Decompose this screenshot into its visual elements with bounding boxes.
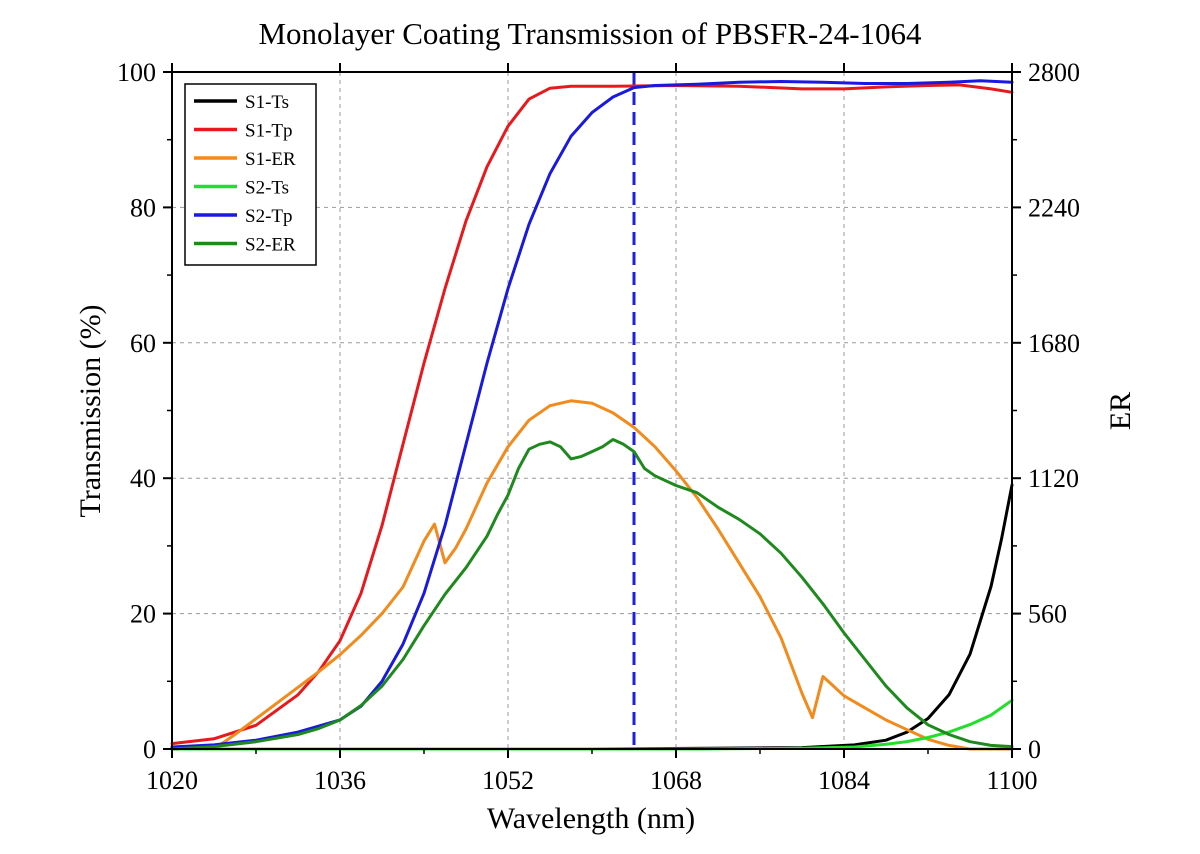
y2-axis-title: ER	[1104, 392, 1137, 430]
legend-label: S2-Tp	[245, 206, 293, 227]
y2-tick-label: 1120	[1028, 464, 1079, 493]
chart-title: Monolayer Coating Transmission of PBSFR-…	[258, 16, 922, 51]
x-tick-label: 1084	[818, 766, 870, 795]
gridlines	[172, 72, 1012, 749]
y2-tick-label: 2800	[1028, 58, 1080, 87]
y-tick-label: 60	[130, 329, 156, 358]
x-tick-label: 1020	[146, 766, 198, 795]
axis-ticks: 1020 1036 1052 1068 1084 11000204060801000560…	[117, 58, 1080, 795]
x-axis-title: Wavelength (nm)	[487, 802, 695, 835]
y-tick-label: 20	[130, 600, 156, 629]
y-tick-label: 0	[143, 735, 156, 764]
x-tick-label: 1052	[482, 766, 534, 795]
y2-tick-label: 2240	[1028, 193, 1080, 222]
y2-tick-label: 1680	[1028, 329, 1080, 358]
series-line-s1-er	[170, 399, 1014, 751]
legend-label: S1-Tp	[245, 121, 293, 142]
x-tick-label: 1100	[986, 766, 1037, 795]
legend-box	[184, 83, 317, 266]
x-tick-label: 1068	[650, 766, 702, 795]
legend-label: S2-ER	[245, 235, 296, 256]
series-line-s2-er	[170, 438, 1014, 751]
series-line-s1-tp	[170, 83, 1014, 746]
y-tick-label: 40	[130, 464, 156, 493]
series-lines	[170, 79, 1014, 751]
series-line-s1-ts	[170, 483, 1014, 751]
y-tick-label: 80	[130, 193, 156, 222]
x-tick-label: 1036	[314, 766, 366, 795]
y-axis-title: Transmission (%)	[74, 304, 107, 517]
legend-label: S2-Ts	[245, 178, 289, 199]
y2-tick-label: 560	[1028, 600, 1067, 629]
y2-tick-label: 0	[1028, 735, 1041, 764]
legend-label: S1-Ts	[245, 92, 289, 113]
legend: S1-Ts S1-Tp S1-ER S2-Ts S2-Tp S2-ER	[184, 83, 317, 266]
legend-label: S1-ER	[245, 149, 296, 170]
y-tick-label: 100	[117, 58, 156, 87]
